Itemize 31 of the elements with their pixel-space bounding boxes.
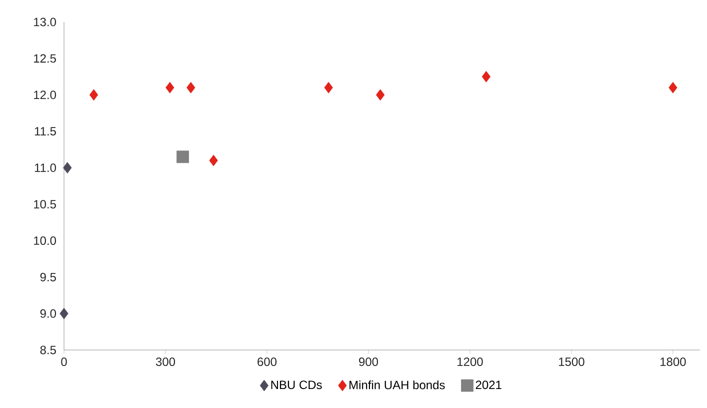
y-tick-label: 13.0 (34, 18, 56, 26)
point (60, 308, 68, 320)
point (376, 89, 385, 101)
point (324, 82, 333, 94)
y-tick-label: 9.5 (40, 272, 56, 282)
y-tick-label: 12.5 (34, 54, 56, 63)
x-tick-label: 0 (61, 358, 67, 366)
x-tick-label: 600 (258, 358, 277, 366)
point (668, 82, 678, 94)
y-tick-label: 11.0 (34, 164, 56, 172)
point (89, 89, 98, 101)
x-tick-label: 1800 (660, 358, 686, 366)
point (482, 70, 491, 82)
y-tick-label: 9.0 (40, 309, 56, 318)
x-tick-label: 1200 (458, 358, 483, 366)
point (186, 82, 196, 94)
y-tick-label: 10.5 (34, 200, 56, 208)
x-tick-label: 1500 (559, 358, 584, 366)
legend-label: 2021 (476, 380, 502, 390)
point (166, 82, 174, 94)
y-tick-label: 10.0 (34, 236, 56, 245)
point (176, 150, 189, 164)
point (209, 154, 218, 166)
point (63, 162, 72, 174)
y-tick-label: 8.5 (40, 346, 56, 354)
legend-label: NBU CDs (271, 380, 322, 390)
y-tick-label: 12.0 (34, 90, 56, 100)
y-tick-label: 11.5 (34, 127, 56, 136)
x-tick-label: 300 (156, 358, 176, 366)
legend-label: Minfin UAH bonds (350, 380, 445, 390)
x-tick-label: 900 (359, 358, 378, 366)
